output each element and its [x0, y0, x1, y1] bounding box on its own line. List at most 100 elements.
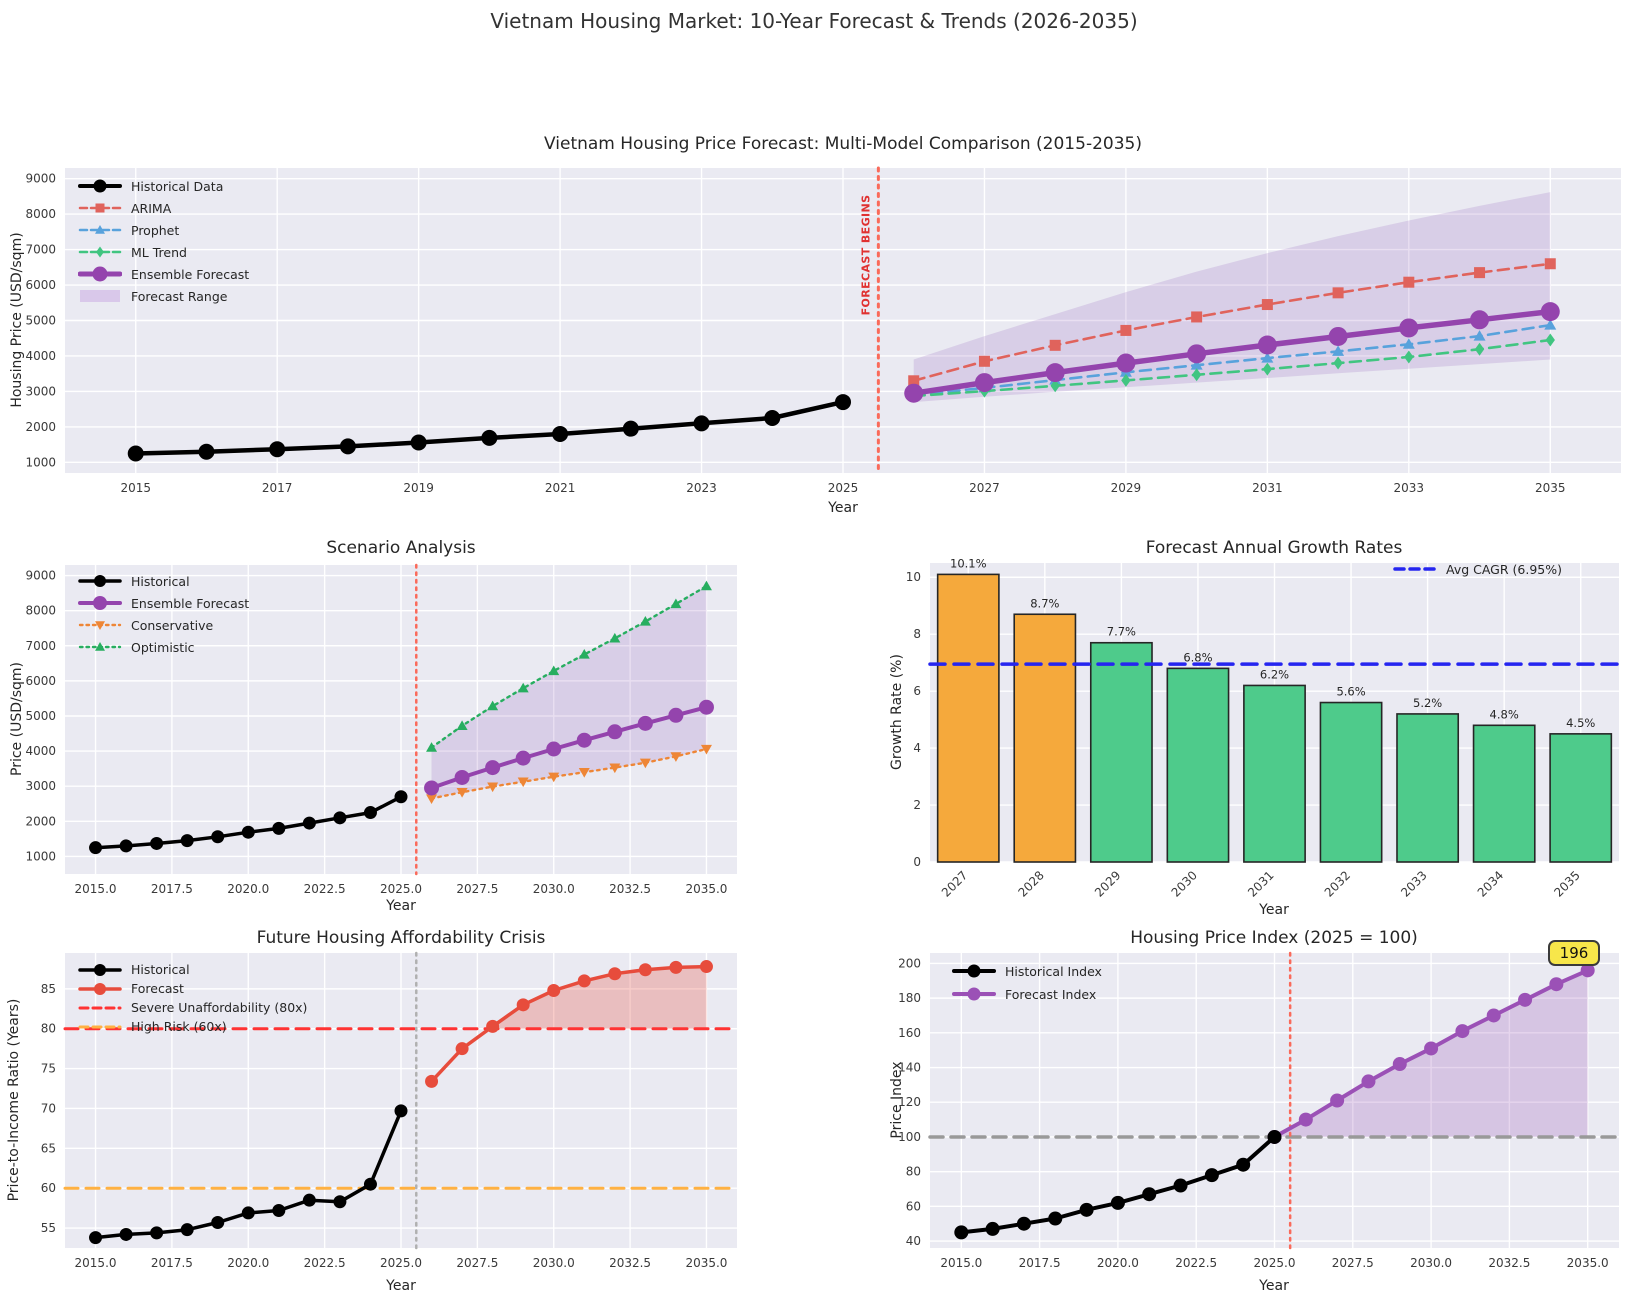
svg-text:2017: 2017	[262, 481, 293, 495]
svg-text:120: 120	[898, 1095, 921, 1109]
svg-text:2: 2	[913, 798, 921, 812]
svg-text:9000: 9000	[25, 172, 56, 186]
panel-price-index: 2015.0 2017.5 2020.0 2022.5 2025.0 2027.5 2030…	[898, 951, 1621, 1270]
svg-text:85: 85	[41, 982, 56, 996]
svg-text:2000: 2000	[25, 814, 56, 828]
avg-cagr-legend: Avg CAGR (6.95%)	[1393, 560, 1562, 578]
high-risk-swatch	[78, 1025, 122, 1028]
legend-item-severe-unaffordability: Severe Unaffordability (80x)	[78, 999, 307, 1016]
panel-model-comparison: 2015 2017 2019 2021 2023 2025 2027 2029 2031 2033…	[25, 166, 1621, 495]
arima-swatch	[78, 203, 122, 213]
svg-text:60: 60	[41, 1181, 56, 1195]
svg-text:2020.0: 2020.0	[227, 882, 269, 896]
svg-text:9000: 9000	[25, 569, 56, 583]
prophet-swatch	[78, 225, 122, 234]
svg-text:2025.0: 2025.0	[380, 1256, 422, 1270]
svg-text:10: 10	[906, 570, 921, 584]
svg-text:7000: 7000	[25, 639, 56, 653]
svg-text:4000: 4000	[25, 744, 56, 758]
legend-item-historical-index: Historical Index	[952, 962, 1102, 980]
growth-rates-ylabel: Growth Rate (%)	[889, 654, 905, 770]
svg-text:0: 0	[913, 855, 921, 869]
svg-text:10.1%: 10.1%	[950, 556, 987, 570]
svg-text:2032.5: 2032.5	[609, 1256, 651, 1270]
svg-text:5.2%: 5.2%	[1413, 696, 1442, 710]
price-index-legend: Historical Index Forecast Index	[952, 962, 1102, 1003]
avg-cagr-swatch	[1393, 567, 1437, 571]
svg-text:55: 55	[41, 1221, 56, 1235]
forecast-swatch	[78, 982, 122, 995]
svg-text:2035: 2035	[1535, 481, 1566, 495]
panel-scenario: 2015.0 2017.5 2020.0 2022.5 2025.0 2027.5 2030…	[25, 563, 737, 896]
legend-label-ensemble-forecast: Ensemble Forecast	[131, 595, 250, 611]
model-comparison-legend: Historical Data ARIMA Prophet ML Trend Ensem…	[78, 177, 249, 305]
svg-text:2033: 2033	[1398, 868, 1429, 899]
affordability-title: Future Housing Affordability Crisis	[256, 928, 546, 948]
legend-label-historical-data: Historical Data	[131, 178, 224, 194]
affordability-legend: Historical Forecast Severe Unaffordability…	[78, 961, 307, 1035]
svg-text:6000: 6000	[25, 674, 56, 688]
svg-text:2029: 2029	[1111, 481, 1142, 495]
svg-text:2015: 2015	[120, 481, 151, 495]
svg-text:2022.5: 2022.5	[1175, 1256, 1217, 1270]
svg-text:2032.5: 2032.5	[609, 882, 651, 896]
svg-text:2035.0: 2035.0	[1567, 1256, 1609, 1270]
legend-label-forecast-index: Forecast Index	[1005, 986, 1097, 1002]
svg-text:160: 160	[898, 1026, 921, 1040]
svg-text:2022.5: 2022.5	[304, 1256, 346, 1270]
historical-data-swatch	[78, 179, 122, 193]
legend-item-arima: ARIMA	[78, 199, 249, 217]
price-index-ylabel: Price Index	[889, 1061, 905, 1139]
svg-text:2034: 2034	[1475, 868, 1506, 899]
svg-text:2027: 2027	[969, 481, 1000, 495]
svg-text:2021: 2021	[545, 481, 576, 495]
legend-label-forecast: Forecast	[131, 981, 184, 996]
forecast-index-swatch	[952, 987, 996, 1001]
svg-text:6: 6	[913, 684, 921, 698]
model-comparison-xlabel: Year	[828, 500, 858, 516]
legend-item-forecast-index: Forecast Index	[952, 985, 1102, 1003]
svg-text:2033: 2033	[1394, 481, 1425, 495]
model-comparison-ylabel: Housing Price (USD/sqm)	[9, 232, 25, 408]
svg-text:2015.0: 2015.0	[940, 1256, 982, 1270]
svg-text:2017.5: 2017.5	[151, 882, 193, 896]
scenario-legend: Historical Ensemble Forecast Conservative O…	[78, 572, 249, 656]
svg-text:4: 4	[913, 741, 921, 755]
svg-text:80: 80	[906, 1165, 921, 1179]
svg-text:70: 70	[41, 1101, 56, 1115]
historical-swatch	[78, 963, 122, 976]
historical-index-swatch	[952, 964, 996, 978]
svg-text:2025.0: 2025.0	[1254, 1256, 1296, 1270]
svg-text:2031: 2031	[1245, 868, 1276, 899]
index-196-annotation: 196	[1547, 940, 1601, 967]
svg-text:2035.0: 2035.0	[685, 1256, 727, 1270]
svg-text:2030: 2030	[1169, 868, 1200, 899]
svg-text:6.2%: 6.2%	[1260, 667, 1289, 681]
historical-swatch	[78, 575, 122, 587]
severe-unaffordability-swatch	[78, 1006, 122, 1009]
svg-text:3000: 3000	[25, 779, 56, 793]
affordability-xlabel: Year	[386, 1278, 416, 1294]
svg-text:2015.0: 2015.0	[75, 1256, 117, 1270]
legend-item-conservative: Conservative	[78, 616, 249, 634]
price-index-xlabel: Year	[1259, 1278, 1289, 1294]
svg-text:8000: 8000	[25, 604, 56, 618]
svg-text:2000: 2000	[25, 420, 56, 434]
legend-label-historical-index: Historical Index	[1005, 963, 1102, 979]
svg-text:140: 140	[898, 1061, 921, 1075]
svg-text:2019: 2019	[403, 481, 434, 495]
scenario-title: Scenario Analysis	[326, 538, 476, 558]
svg-text:7.7%: 7.7%	[1107, 625, 1136, 639]
legend-label-optimistic: Optimistic	[131, 639, 195, 655]
affordability-ylabel: Price-to-Income Ratio (Years)	[6, 998, 22, 1202]
legend-item-historical: Historical	[78, 961, 307, 978]
legend-label-forecast-range: Forecast Range	[131, 288, 228, 304]
svg-text:2030.0: 2030.0	[533, 1256, 575, 1270]
svg-text:4.8%: 4.8%	[1490, 707, 1519, 721]
panel-growth-rates: 10.1%8.7%7.7%6.8%6.2%5.6%5.2%4.8%4.5%202…	[906, 556, 1621, 900]
svg-text:2035.0: 2035.0	[685, 882, 727, 896]
legend-item-historical: Historical	[78, 572, 249, 590]
svg-text:6.8%: 6.8%	[1183, 650, 1212, 664]
svg-text:2027.5: 2027.5	[456, 882, 498, 896]
model-comparison-title: Vietnam Housing Price Forecast: Multi-Mo…	[544, 134, 1142, 154]
